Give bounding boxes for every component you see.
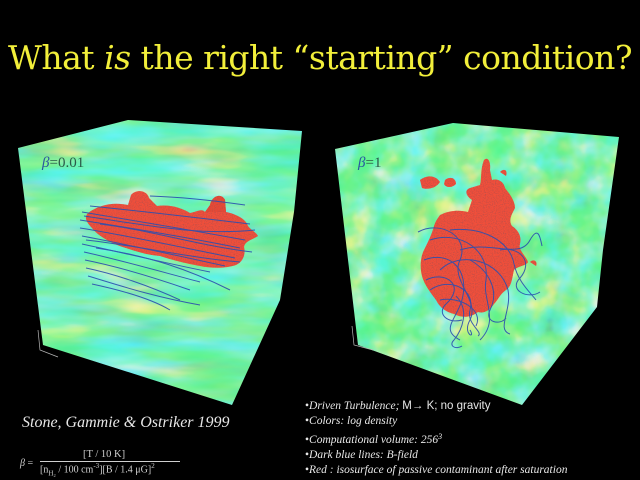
right-beta-value: =1 (365, 155, 382, 171)
formula-denominator: [nH₂ / 100 cm-3][B / 1.4 μG]2 (40, 462, 155, 477)
note-text-plain: M→ K; no gravity (402, 400, 491, 412)
note-item: •Red : isosurface of passive contaminant… (305, 463, 567, 478)
left-beta-label: β=0.01 (42, 155, 84, 172)
note-text: Driven Turbulence; (309, 400, 403, 412)
den-part-6: 2 (151, 462, 155, 470)
note-text: Dark blue lines: B-field (309, 449, 418, 461)
den-part-5: ][B / 1.4 μG] (99, 464, 152, 476)
note-item: •Computational volume: 2563 (305, 429, 567, 448)
formula-beta-symbol: β (20, 458, 25, 469)
right-contaminant-isosurface (420, 158, 537, 317)
slide-title: What is the right “starting” condition? (0, 38, 640, 77)
formula-fraction-bar (40, 461, 180, 462)
den-part-2: H₂ (48, 469, 56, 478)
bullet-icon: • (305, 449, 310, 461)
note-text: Colors: log density (309, 415, 398, 427)
left-field-lines (79, 195, 256, 311)
note-text: Computational volume: 256 (309, 434, 439, 446)
citation: Stone, Gammie & Ostriker 1999 (22, 414, 230, 431)
right-beta-symbol: β (358, 155, 366, 171)
title-part-3: the right “starting” condition? (130, 38, 633, 77)
den-part-1: [n (40, 464, 49, 476)
bullet-icon: • (305, 464, 310, 476)
bullet-icon: • (305, 400, 310, 412)
title-part-2: is (104, 38, 131, 77)
formula-numerator: [T / 10 K] (83, 449, 126, 460)
title-part-1: What (7, 38, 105, 77)
left-beta-symbol: β (42, 155, 50, 171)
note-superscript: 3 (438, 432, 443, 441)
left-axis-glyph (37, 329, 59, 358)
notes-list: •Driven Turbulence; M→ K; no gravity •Co… (305, 399, 567, 478)
bullet-icon: • (305, 415, 310, 427)
note-text: Red : isosurface of passive contaminant … (309, 464, 568, 476)
right-field-lines (417, 227, 543, 349)
right-beta-label: β=1 (358, 155, 381, 172)
left-beta-value: =0.01 (49, 155, 85, 171)
note-item: •Dark blue lines: B-field (305, 448, 567, 463)
right-axis-glyph (351, 325, 374, 351)
den-part-4: -3 (93, 462, 100, 470)
note-item: •Colors: log density (305, 414, 567, 429)
note-item: •Driven Turbulence; M→ K; no gravity (305, 399, 567, 414)
formula-lhs: β = (20, 458, 33, 469)
den-part-3: / 100 cm (55, 464, 94, 476)
formula-equals: = (24, 458, 34, 469)
bullet-icon: • (305, 434, 310, 446)
